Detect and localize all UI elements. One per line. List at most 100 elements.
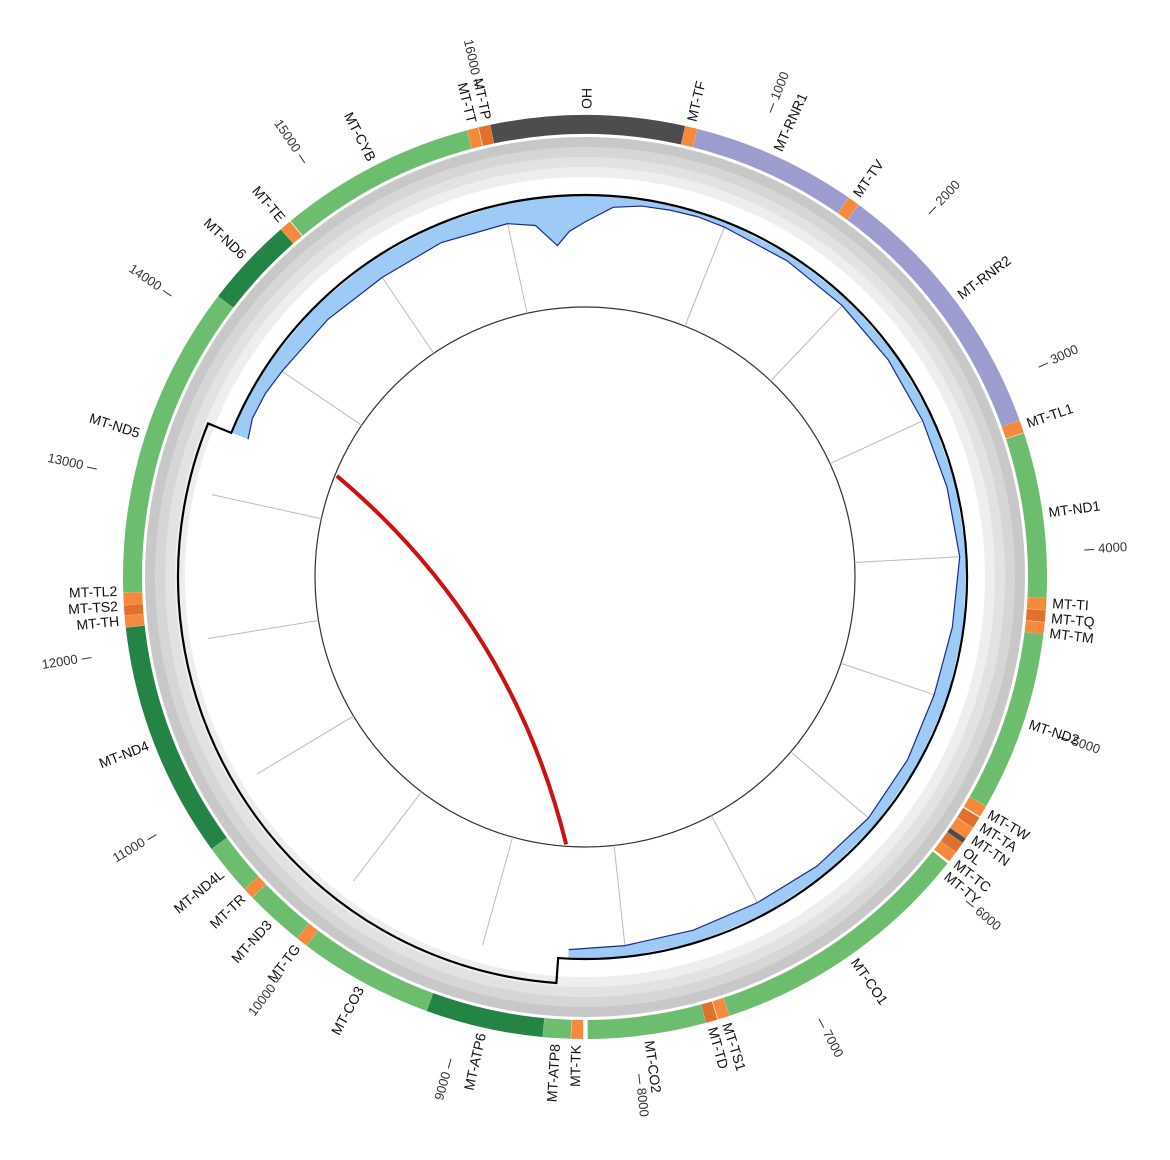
gene-label: MT-ND4 — [97, 737, 152, 771]
gene-segment — [681, 126, 698, 148]
gene-segment — [957, 807, 980, 828]
tick-mark — [1084, 549, 1095, 551]
tick-mark — [818, 1018, 825, 1028]
gene-label: MT-CO3 — [328, 983, 367, 1037]
coverage-line — [247, 221, 586, 440]
gene-label: MT-ND1 — [1047, 497, 1101, 520]
gene-segment — [940, 832, 963, 853]
gene-label: MT-ATP6 — [461, 1031, 489, 1091]
gene-segment — [467, 127, 483, 149]
gene-label: MT-ATP8 — [544, 1043, 564, 1102]
gene-segment — [297, 923, 318, 946]
x-tick-label: 10000 — [245, 981, 279, 1019]
spoke — [829, 416, 932, 465]
gene-label: MT-TS2 — [68, 598, 119, 617]
tick-mark — [769, 103, 775, 113]
spoke — [257, 715, 354, 775]
spoke — [790, 751, 877, 825]
tick-mark — [447, 1058, 452, 1069]
gene-label: MT-TE — [249, 183, 288, 225]
x-tick-label: 16000 — [461, 38, 483, 77]
gene-label: MT-CYB — [341, 109, 379, 163]
tick-mark — [147, 834, 157, 841]
ring — [185, 177, 985, 977]
x-tick-label: 1000 — [767, 69, 792, 101]
gene-label: MT-TI — [1052, 595, 1089, 613]
gene-segment — [571, 1019, 584, 1039]
gene-label: MT-TF — [684, 79, 709, 123]
tick-mark — [638, 1074, 641, 1085]
spoke — [268, 361, 362, 426]
spoke — [710, 815, 765, 915]
spoke — [854, 555, 967, 563]
gene-label: MT-TM — [1049, 625, 1095, 646]
gene-segment — [969, 631, 1044, 807]
tick-mark — [162, 290, 172, 297]
x-tick-label: 12000 — [41, 651, 79, 672]
x-tick-label: 7000 — [820, 1027, 847, 1060]
tick-mark — [81, 657, 92, 660]
tick-mark — [965, 900, 974, 908]
gene-segment — [692, 128, 849, 214]
gene-segment — [947, 827, 966, 843]
tick-mark — [1058, 736, 1069, 741]
gene-label: MT-ND5 — [88, 410, 143, 441]
gene-label: MT-CO1 — [848, 955, 892, 1008]
spoke — [840, 662, 948, 700]
x-tick-label: 13000 — [46, 450, 85, 472]
gene-segment — [1024, 620, 1045, 635]
gene-segment — [1025, 608, 1046, 623]
gene-label: MT-TH — [76, 613, 120, 633]
x-tick-label: 3000 — [1048, 341, 1081, 367]
coverage-area — [231, 195, 585, 440]
x-tick-label: 15000 — [271, 117, 304, 155]
spoke — [482, 836, 514, 946]
x-tick-label: 6000 — [972, 903, 1004, 933]
gene-label: MT-TL2 — [69, 583, 118, 601]
spoke — [211, 494, 322, 520]
tick-mark — [298, 154, 306, 164]
spoke — [684, 221, 727, 327]
gene-segment — [587, 1004, 706, 1039]
gene-label: MT-TQ — [1050, 610, 1095, 630]
gene-segment — [290, 130, 472, 236]
gene-label: MT-ND3 — [228, 917, 275, 966]
gene-segment — [123, 296, 234, 593]
gene-segment — [712, 997, 730, 1020]
tick-mark — [928, 206, 937, 215]
gene-segment — [123, 592, 143, 606]
gene-segment — [1026, 597, 1047, 611]
gene-label: MT-ND2 — [1027, 716, 1082, 748]
gene-segment — [252, 884, 309, 939]
spoke — [770, 299, 849, 382]
deletion-track — [176, 193, 969, 985]
gene-label: MT-TV — [850, 156, 888, 200]
gene-label: MT-TR — [206, 891, 248, 932]
gene-segment — [837, 197, 859, 220]
gene-segment — [478, 124, 494, 146]
gene-label: OH — [578, 88, 594, 109]
tick-mark — [475, 78, 479, 89]
gene-label: MT-TK — [567, 1044, 584, 1087]
spoke — [353, 791, 422, 882]
tick-mark — [1038, 362, 1049, 368]
gene-label: MT-TL1 — [1024, 400, 1075, 431]
gene-segment — [1005, 433, 1047, 598]
gene-segment — [218, 229, 294, 308]
gene-label: MT-CO2 — [642, 1039, 665, 1094]
x-tick-label: 8000 — [634, 1087, 652, 1117]
spoke — [207, 620, 319, 640]
x-tick-label: 4000 — [1098, 539, 1128, 556]
gene-label: MT-TG — [264, 941, 303, 985]
gene-segment — [280, 221, 303, 244]
gene-segment — [306, 930, 434, 1011]
gene-label: MT-RNR2 — [954, 252, 1014, 302]
deletion-arc — [335, 474, 569, 845]
gene-segment — [490, 114, 686, 145]
coverage-line — [568, 205, 961, 951]
tick-mark — [86, 466, 97, 470]
x-tick-label: 11000 — [110, 834, 148, 865]
inner-circle — [314, 306, 856, 848]
gene-label: MT-ND6 — [201, 215, 250, 262]
